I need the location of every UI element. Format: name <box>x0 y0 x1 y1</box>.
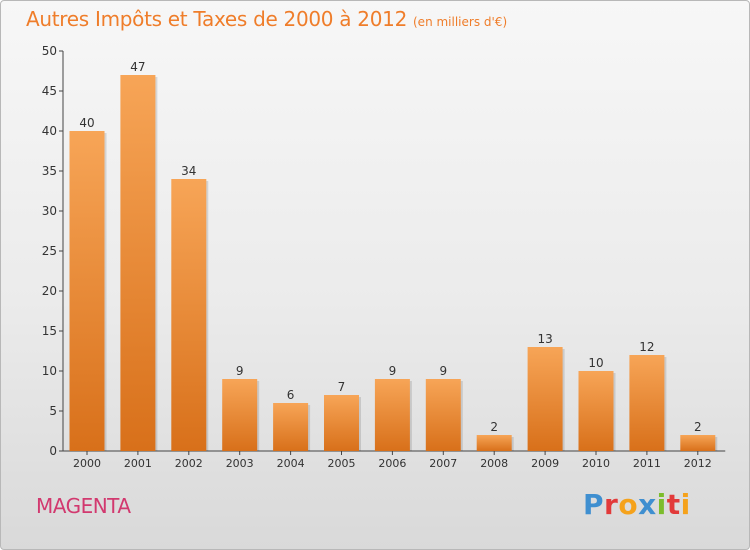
x-tick-label-2008: 2008 <box>480 457 508 470</box>
value-label-2011: 12 <box>639 340 654 354</box>
bar-2004 <box>273 403 309 451</box>
y-tick-label: 5 <box>49 404 57 418</box>
y-tick-label: 0 <box>49 444 57 458</box>
x-tick-label-2004: 2004 <box>277 457 305 470</box>
x-tick-label-2011: 2011 <box>633 457 661 470</box>
y-tick-label: 30 <box>42 204 57 218</box>
bar-2000 <box>69 131 105 451</box>
bar-2007 <box>425 379 461 451</box>
value-label-2005: 7 <box>338 380 346 394</box>
x-tick-label-2000: 2000 <box>73 457 101 470</box>
value-label-2007: 9 <box>439 364 447 378</box>
value-label-2010: 10 <box>588 356 603 370</box>
chart-bars <box>69 75 718 451</box>
value-label-2004: 6 <box>287 388 295 402</box>
bar-2001 <box>120 75 156 451</box>
y-tick-label: 25 <box>42 244 57 258</box>
x-tick-label-2002: 2002 <box>175 457 203 470</box>
x-tick-label-2005: 2005 <box>328 457 356 470</box>
y-tick-label: 40 <box>42 124 57 138</box>
bar-2005 <box>324 395 359 451</box>
x-tick-label-2003: 2003 <box>226 457 254 470</box>
value-label-2000: 40 <box>79 116 94 130</box>
chart-title-block: Autres Impôts et Taxes de 2000 à 2012 (en… <box>26 7 507 31</box>
commune-name: MAGENTA <box>36 494 131 518</box>
logo-letter: i <box>656 488 667 521</box>
logo-letter: i <box>680 488 691 521</box>
bar-2006 <box>374 379 410 451</box>
y-tick-label: 15 <box>42 324 57 338</box>
value-label-2009: 13 <box>537 332 552 346</box>
bar-2002 <box>171 179 207 451</box>
bar-2003 <box>222 379 258 451</box>
y-tick-label: 45 <box>42 84 57 98</box>
chart-axes: 0 5 10 15 20 25 30 35 40 45 50 <box>42 44 726 458</box>
bar-2009 <box>527 347 563 451</box>
chart-labels: 40 2000 47 2001 34 2002 9 2003 6 2004 7 2005 9 2006 9 2… <box>73 60 712 470</box>
chart-subtitle: (en milliers d'€) <box>413 15 508 29</box>
x-tick-label-2012: 2012 <box>684 457 712 470</box>
bar-2011 <box>629 355 665 451</box>
logo-letter: o <box>618 488 639 521</box>
y-tick-label: 20 <box>42 284 57 298</box>
x-tick-label-2009: 2009 <box>531 457 559 470</box>
y-tick-label: 50 <box>42 44 57 58</box>
value-label-2001: 47 <box>130 60 145 74</box>
x-tick-label-2007: 2007 <box>429 457 457 470</box>
logo-letter: x <box>638 488 657 521</box>
value-label-2012: 2 <box>694 420 702 434</box>
logo-letter: t <box>666 488 681 521</box>
y-tick-label: 10 <box>42 364 57 378</box>
bar-2012 <box>680 435 716 451</box>
y-tick-label: 35 <box>42 164 57 178</box>
proxiti-logo[interactable]: Proxiti <box>583 488 691 521</box>
x-tick-label-2001: 2001 <box>124 457 152 470</box>
chart-title: Autres Impôts et Taxes de 2000 à 2012 <box>26 7 407 31</box>
x-tick-label-2010: 2010 <box>582 457 610 470</box>
bar-2008 <box>476 435 512 451</box>
value-label-2003: 9 <box>236 364 244 378</box>
bar-2010 <box>578 371 614 451</box>
x-tick-label-2006: 2006 <box>378 457 406 470</box>
value-label-2008: 2 <box>490 420 498 434</box>
value-label-2006: 9 <box>389 364 397 378</box>
logo-letter: P <box>583 488 605 521</box>
value-label-2002: 34 <box>181 164 196 178</box>
logo-letter: r <box>604 488 619 521</box>
